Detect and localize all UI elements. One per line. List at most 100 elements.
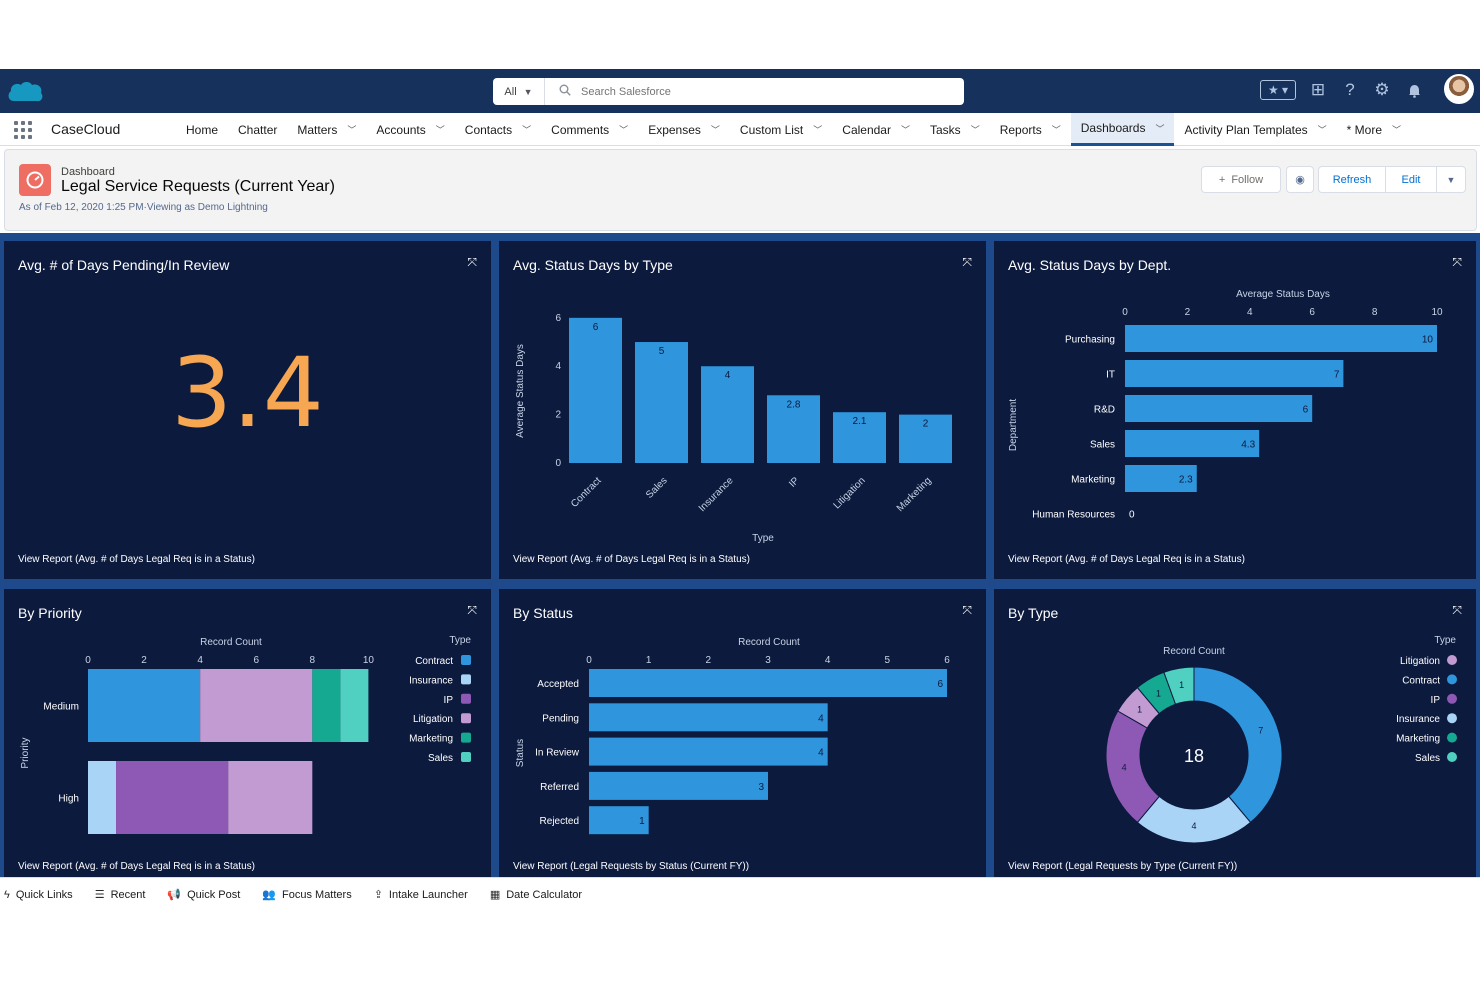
nav-tab-dashboards[interactable]: Dashboards ﹀	[1070, 113, 1175, 146]
donut-slice	[1105, 710, 1160, 824]
search-scope-dropdown[interactable]: All ▼	[493, 78, 545, 105]
nav-tab-accounts[interactable]: Accounts ﹀	[366, 113, 454, 146]
expand-icon[interactable]: ⤧	[962, 255, 972, 269]
bar-segment	[88, 761, 117, 834]
view-report-link[interactable]: View Report (Avg. # of Days Legal Req is…	[18, 861, 255, 872]
legend-swatch	[461, 732, 471, 743]
global-search[interactable]: All ▼	[493, 78, 964, 105]
data-label: 2	[923, 419, 929, 430]
nav-tab-label: Expenses	[648, 122, 701, 137]
nav-tab-calendar[interactable]: Calendar ﹀	[832, 113, 920, 146]
legend-label: Contract	[415, 656, 453, 667]
favorites-star-icon[interactable]: ★ ▾	[1260, 80, 1296, 100]
edit-label: Edit	[1401, 173, 1421, 186]
widget-by-status: By Status ⤧ Record Count 0 1 2 3 4 5 6 Status Acc…	[499, 589, 986, 877]
utility-quick-links[interactable]: ϟ Quick Links	[4, 889, 73, 901]
chevron-down-icon[interactable]: ﹀	[347, 125, 357, 135]
chevron-down-icon[interactable]: ﹀	[1392, 125, 1402, 135]
help-icon[interactable]: ?	[1345, 80, 1355, 99]
x-tick-label: 5	[885, 655, 891, 666]
y-tick-label: 2	[555, 410, 561, 421]
header-utility-icons: ★ ▾ ⊞ ? ⚙	[1260, 80, 1424, 100]
legend-swatch	[461, 674, 471, 685]
chevron-down-icon[interactable]: ﹀	[619, 125, 629, 135]
edit-button[interactable]: Edit	[1385, 166, 1437, 193]
view-report-link[interactable]: View Report (Legal Requests by Type (Cur…	[1008, 861, 1238, 872]
x-tick-label: 0	[1122, 307, 1128, 318]
subscribe-button[interactable]: ◉	[1286, 166, 1314, 193]
nav-tab-label: Activity Plan Templates	[1184, 122, 1308, 137]
more-actions-button[interactable]: ▼	[1436, 166, 1466, 193]
nav-tab-expenses[interactable]: Expenses ﹀	[638, 113, 730, 146]
legend-label: Contract	[1402, 675, 1440, 686]
utility-quick-post[interactable]: 📢 Quick Post	[167, 888, 240, 902]
expand-icon[interactable]: ⤧	[1452, 255, 1462, 269]
view-report-link[interactable]: View Report (Avg. # of Days Legal Req is…	[18, 554, 255, 565]
list-icon: ☰	[94, 889, 105, 901]
utility-intake-launcher[interactable]: ⇪ Intake Launcher	[374, 888, 468, 902]
bar	[1125, 325, 1437, 352]
salesforce-cloud-logo[interactable]	[6, 79, 44, 105]
expand-icon[interactable]: ⤧	[962, 603, 972, 617]
nav-tab-activity-plan-templates[interactable]: Activity Plan Templates ﹀	[1174, 113, 1336, 146]
expand-icon[interactable]: ⤧	[1452, 603, 1462, 617]
chevron-down-icon[interactable]: ﹀	[813, 125, 823, 135]
bar	[701, 366, 754, 463]
x-tick-label: Marketing	[895, 475, 934, 514]
bar-segment	[200, 669, 313, 742]
chevron-down-icon[interactable]: ﹀	[970, 125, 980, 135]
utility-recent[interactable]: ☰ Recent	[94, 888, 146, 902]
x-tick-label: 8	[310, 655, 316, 666]
widget-title: By Type	[1008, 605, 1059, 621]
bar	[569, 317, 622, 463]
nav-tab-chatter[interactable]: Chatter	[228, 113, 287, 146]
nav-tab-home[interactable]: Home	[176, 113, 228, 146]
legend-title: Type	[1434, 635, 1456, 646]
data-label: 2.1	[853, 416, 867, 427]
chevron-down-icon[interactable]: ﹀	[435, 125, 445, 135]
nav-tab-matters[interactable]: Matters ﹀	[287, 113, 366, 146]
nav-tab-tasks[interactable]: Tasks ﹀	[920, 113, 990, 146]
utility-focus-matters[interactable]: 👥 Focus Matters	[262, 888, 351, 902]
bar-chart-by-status: Record Count 0 1 2 3 4 5 6 Status Accepted 6 Pendin…	[515, 637, 950, 835]
chevron-down-icon[interactable]: ﹀	[900, 125, 910, 135]
search-input[interactable]	[581, 85, 941, 98]
follow-button[interactable]: + Follow	[1201, 166, 1281, 193]
refresh-button[interactable]: Refresh	[1318, 166, 1386, 193]
expand-icon[interactable]: ⤧	[467, 603, 477, 617]
nav-tab-more[interactable]: * More ﹀	[1337, 113, 1411, 146]
data-label: 6	[593, 322, 599, 333]
chevron-down-icon[interactable]: ﹀	[522, 125, 532, 135]
chevron-down-icon[interactable]: ﹀	[1317, 125, 1327, 135]
view-report-link[interactable]: View Report (Avg. # of Days Legal Req is…	[513, 554, 750, 565]
chevron-down-icon[interactable]: ﹀	[1051, 125, 1061, 135]
data-label: 6	[1303, 405, 1309, 416]
app-launcher-grid-icon[interactable]	[14, 121, 32, 139]
y-tick-label: 6	[555, 313, 561, 324]
nav-tab-contacts[interactable]: Contacts ﹀	[455, 113, 541, 146]
global-actions-plus-icon[interactable]: ⊞	[1310, 80, 1326, 99]
x-tick-label: Litigation	[832, 475, 868, 511]
view-report-link[interactable]: View Report (Legal Requests by Status (C…	[513, 861, 750, 872]
setup-gear-icon[interactable]: ⚙	[1374, 80, 1390, 99]
x-tick-label: Insurance	[697, 475, 736, 514]
nav-tab-reports[interactable]: Reports ﹀	[990, 113, 1071, 146]
user-avatar[interactable]	[1444, 74, 1474, 104]
nav-tab-comments[interactable]: Comments ﹀	[541, 113, 638, 146]
expand-icon[interactable]: ⤧	[467, 255, 477, 269]
utility-date-calculator[interactable]: ▦ Date Calculator	[490, 888, 582, 902]
x-tick-label: 0	[586, 655, 592, 666]
y-axis-label: Status	[515, 739, 526, 767]
view-report-link[interactable]: View Report (Avg. # of Days Legal Req is…	[1008, 554, 1245, 565]
x-tick-label: 3	[765, 655, 771, 666]
legend-swatch	[1447, 693, 1457, 704]
chevron-down-icon[interactable]: ﹀	[1155, 123, 1165, 134]
widget-title: Avg. Status Days by Dept.	[1008, 257, 1172, 273]
x-tick-label: 4	[825, 655, 831, 666]
chevron-down-icon[interactable]: ﹀	[710, 125, 720, 135]
nav-tab-label: * More	[1346, 122, 1383, 137]
notifications-bell-icon[interactable]	[1404, 80, 1424, 100]
nav-tab-custom-list[interactable]: Custom List ﹀	[730, 113, 832, 146]
y-tick-label: Medium	[43, 702, 79, 713]
data-label: 1	[639, 816, 645, 827]
